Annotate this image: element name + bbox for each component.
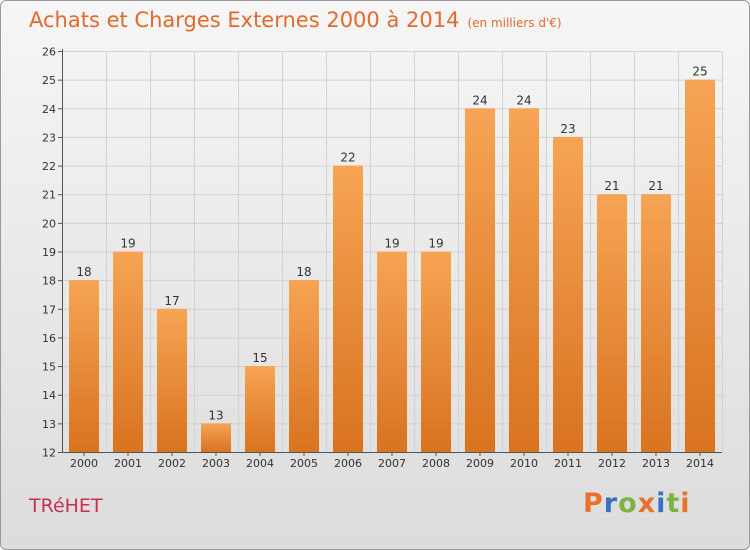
logo-letter: P	[583, 488, 604, 519]
y-tick-label: 12	[42, 447, 56, 460]
x-tick-label: 2006	[334, 457, 362, 470]
x-tick-label: 2004	[246, 457, 274, 470]
y-tick-label: 22	[42, 160, 56, 173]
y-tick-label: 17	[42, 303, 56, 316]
data-label-2008: 19	[428, 237, 443, 251]
data-label-2005: 18	[296, 265, 311, 279]
bar-2011	[553, 136, 583, 452]
bar-2014	[685, 79, 715, 453]
bar-2010	[509, 108, 539, 453]
y-tick-label: 16	[42, 332, 56, 345]
x-tick-label: 2014	[686, 457, 714, 470]
y-tick-label: 13	[42, 418, 56, 431]
bar-2013	[641, 194, 671, 452]
chart-unit: (en milliers d'€)	[467, 16, 562, 30]
data-label-2007: 19	[384, 237, 399, 251]
x-tick-label: 2007	[378, 457, 406, 470]
chart-title: Achats et Charges Externes 2000 à 2014 (e…	[29, 8, 562, 32]
data-label-2011: 23	[560, 122, 575, 136]
data-label-2014: 25	[692, 65, 707, 79]
bar-2009	[465, 108, 495, 453]
proxiti-logo: Proxiti	[583, 488, 691, 519]
data-label-2001: 19	[120, 237, 135, 251]
y-tick-label: 18	[42, 275, 56, 288]
data-label-2000: 18	[76, 265, 91, 279]
bar-2005	[289, 280, 319, 452]
data-label-2002: 17	[164, 294, 179, 308]
x-tick-label: 2009	[466, 457, 494, 470]
x-tick-label: 2011	[554, 457, 582, 470]
data-label-2003: 13	[208, 408, 223, 422]
bar-2001	[113, 251, 143, 452]
bar-2000	[69, 280, 99, 452]
data-label-2006: 22	[340, 151, 355, 165]
logo-letter: i	[680, 488, 691, 519]
x-tick-label: 2001	[114, 457, 142, 470]
y-tick-label: 19	[42, 246, 56, 259]
y-tick-label: 26	[42, 46, 56, 59]
y-tick-label: 23	[42, 131, 56, 144]
y-tick-label: 24	[42, 103, 56, 116]
x-tick-label: 2012	[598, 457, 626, 470]
bar-2003	[201, 423, 231, 452]
bar-2004	[245, 366, 275, 452]
bar-2012	[597, 194, 627, 452]
data-label-2012: 21	[604, 179, 619, 193]
y-tick-label: 25	[42, 74, 56, 87]
y-tick-label: 20	[42, 217, 56, 230]
logo-letter: t	[666, 488, 681, 519]
logo-letter: x	[637, 488, 657, 519]
y-tick-label: 14	[42, 389, 56, 402]
data-label-2010: 24	[516, 93, 531, 107]
bar-2002	[157, 308, 187, 452]
logo-letter: o	[618, 488, 638, 519]
x-tick-label: 2010	[510, 457, 538, 470]
logo-letter: r	[603, 488, 619, 519]
data-label-2013: 21	[648, 179, 663, 193]
bar-2007	[377, 251, 407, 452]
chart-title-text: Achats et Charges Externes 2000 à 2014	[29, 8, 460, 32]
data-label-2009: 24	[472, 93, 487, 107]
y-tick-label: 21	[42, 189, 56, 202]
x-tick-label: 2008	[422, 457, 450, 470]
logo-letter: i	[656, 488, 667, 519]
y-tick-label: 15	[42, 361, 56, 374]
x-tick-label: 2003	[202, 457, 230, 470]
town-name: TRéHET	[29, 495, 103, 517]
bar-2008	[421, 251, 451, 452]
x-tick-label: 2013	[642, 457, 670, 470]
x-tick-label: 2002	[158, 457, 186, 470]
data-label-2004: 15	[252, 351, 267, 365]
x-tick-label: 2005	[290, 457, 318, 470]
bar-2006	[333, 165, 363, 453]
x-tick-label: 2000	[70, 457, 98, 470]
